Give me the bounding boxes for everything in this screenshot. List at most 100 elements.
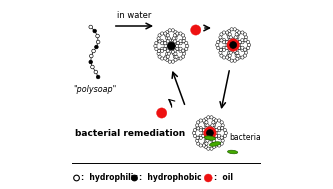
Circle shape bbox=[226, 54, 230, 57]
Circle shape bbox=[217, 46, 220, 50]
Circle shape bbox=[214, 129, 217, 132]
Circle shape bbox=[241, 41, 244, 44]
Circle shape bbox=[204, 145, 207, 148]
Circle shape bbox=[179, 49, 182, 53]
Circle shape bbox=[214, 131, 217, 135]
Circle shape bbox=[223, 134, 226, 138]
Circle shape bbox=[204, 127, 216, 139]
Circle shape bbox=[90, 54, 93, 58]
Circle shape bbox=[196, 136, 200, 139]
Circle shape bbox=[227, 57, 231, 60]
Circle shape bbox=[167, 42, 175, 50]
Circle shape bbox=[230, 59, 233, 62]
Circle shape bbox=[182, 40, 185, 43]
Circle shape bbox=[235, 48, 238, 51]
Circle shape bbox=[202, 129, 205, 132]
Circle shape bbox=[181, 49, 185, 52]
Circle shape bbox=[202, 128, 205, 132]
Circle shape bbox=[175, 44, 178, 48]
Circle shape bbox=[212, 127, 215, 130]
Circle shape bbox=[176, 47, 179, 51]
Circle shape bbox=[161, 57, 164, 60]
Circle shape bbox=[203, 142, 206, 145]
Circle shape bbox=[210, 116, 213, 119]
Text: bacterial remediation: bacterial remediation bbox=[75, 129, 185, 138]
Ellipse shape bbox=[204, 136, 215, 140]
Circle shape bbox=[233, 49, 236, 53]
Circle shape bbox=[224, 131, 227, 135]
Circle shape bbox=[225, 46, 228, 50]
Circle shape bbox=[96, 75, 100, 79]
Circle shape bbox=[213, 142, 217, 145]
Circle shape bbox=[219, 51, 222, 54]
Circle shape bbox=[171, 38, 174, 42]
Circle shape bbox=[237, 43, 240, 47]
Circle shape bbox=[168, 29, 171, 32]
Circle shape bbox=[171, 50, 174, 53]
Circle shape bbox=[217, 144, 221, 147]
Ellipse shape bbox=[209, 142, 220, 146]
Circle shape bbox=[196, 127, 200, 130]
Circle shape bbox=[168, 60, 171, 63]
Circle shape bbox=[202, 134, 205, 138]
Circle shape bbox=[212, 118, 216, 121]
Circle shape bbox=[241, 48, 244, 51]
Circle shape bbox=[233, 59, 236, 62]
Circle shape bbox=[220, 39, 223, 42]
Circle shape bbox=[204, 124, 207, 127]
Circle shape bbox=[182, 37, 186, 40]
Circle shape bbox=[230, 42, 236, 48]
Circle shape bbox=[222, 56, 226, 59]
Circle shape bbox=[230, 49, 233, 53]
Circle shape bbox=[222, 31, 226, 34]
Circle shape bbox=[181, 40, 185, 43]
Circle shape bbox=[214, 119, 217, 122]
Circle shape bbox=[179, 47, 182, 50]
Circle shape bbox=[217, 126, 221, 130]
Circle shape bbox=[204, 174, 212, 182]
Circle shape bbox=[174, 58, 177, 61]
Circle shape bbox=[212, 142, 215, 145]
Circle shape bbox=[221, 136, 224, 139]
Circle shape bbox=[184, 41, 188, 45]
Circle shape bbox=[164, 44, 167, 48]
Circle shape bbox=[158, 40, 161, 43]
Circle shape bbox=[94, 70, 98, 74]
Circle shape bbox=[171, 29, 174, 32]
Circle shape bbox=[179, 57, 182, 60]
Circle shape bbox=[212, 124, 216, 127]
Circle shape bbox=[238, 41, 241, 44]
Circle shape bbox=[212, 136, 215, 139]
Circle shape bbox=[238, 31, 241, 34]
Circle shape bbox=[157, 52, 160, 55]
Circle shape bbox=[167, 52, 170, 55]
Circle shape bbox=[168, 50, 171, 53]
Circle shape bbox=[220, 136, 223, 139]
Circle shape bbox=[217, 136, 221, 139]
Circle shape bbox=[228, 54, 231, 57]
Circle shape bbox=[222, 39, 226, 42]
Circle shape bbox=[212, 121, 215, 124]
Circle shape bbox=[221, 126, 224, 130]
Text: :  hydrophobic: : hydrophobic bbox=[139, 174, 201, 183]
Circle shape bbox=[166, 49, 169, 52]
Circle shape bbox=[161, 47, 164, 50]
Circle shape bbox=[214, 134, 217, 137]
Circle shape bbox=[195, 139, 199, 142]
Circle shape bbox=[204, 118, 207, 121]
Circle shape bbox=[182, 52, 186, 55]
Circle shape bbox=[195, 124, 199, 127]
Circle shape bbox=[193, 128, 197, 132]
Circle shape bbox=[172, 52, 175, 55]
Circle shape bbox=[229, 51, 232, 54]
Circle shape bbox=[157, 108, 167, 118]
Circle shape bbox=[236, 36, 239, 39]
Circle shape bbox=[210, 137, 213, 141]
Circle shape bbox=[220, 54, 223, 57]
Circle shape bbox=[233, 28, 236, 31]
Circle shape bbox=[166, 55, 169, 58]
Circle shape bbox=[221, 139, 224, 142]
Circle shape bbox=[203, 121, 206, 124]
Circle shape bbox=[219, 36, 222, 39]
Circle shape bbox=[225, 46, 229, 49]
